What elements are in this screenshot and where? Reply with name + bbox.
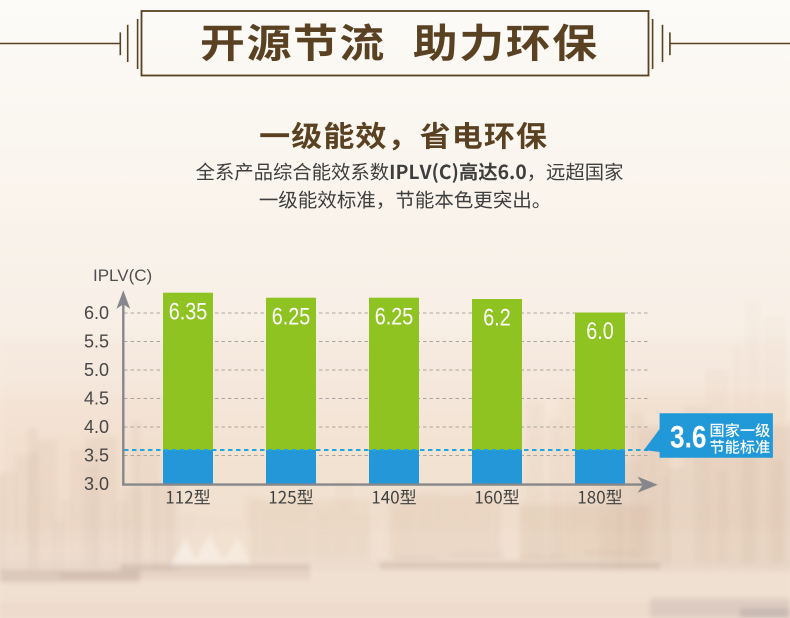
svg-text:3.6: 3.6 <box>670 419 707 455</box>
svg-text:6.0: 6.0 <box>586 318 614 345</box>
svg-text:6.0: 6.0 <box>84 303 109 323</box>
svg-text:4.5: 4.5 <box>84 389 109 409</box>
svg-text:6.25: 6.25 <box>272 303 311 330</box>
svg-text:3.5: 3.5 <box>84 446 109 466</box>
svg-text:5.5: 5.5 <box>84 332 109 352</box>
svg-text:4.0: 4.0 <box>84 417 109 437</box>
svg-text:3.0: 3.0 <box>84 474 109 494</box>
svg-text:6.25: 6.25 <box>375 303 414 330</box>
svg-text:IPLV(C): IPLV(C) <box>93 266 152 285</box>
svg-text:6.2: 6.2 <box>483 305 511 332</box>
svg-text:6.35: 6.35 <box>169 298 208 325</box>
svg-text:5.0: 5.0 <box>84 360 109 380</box>
